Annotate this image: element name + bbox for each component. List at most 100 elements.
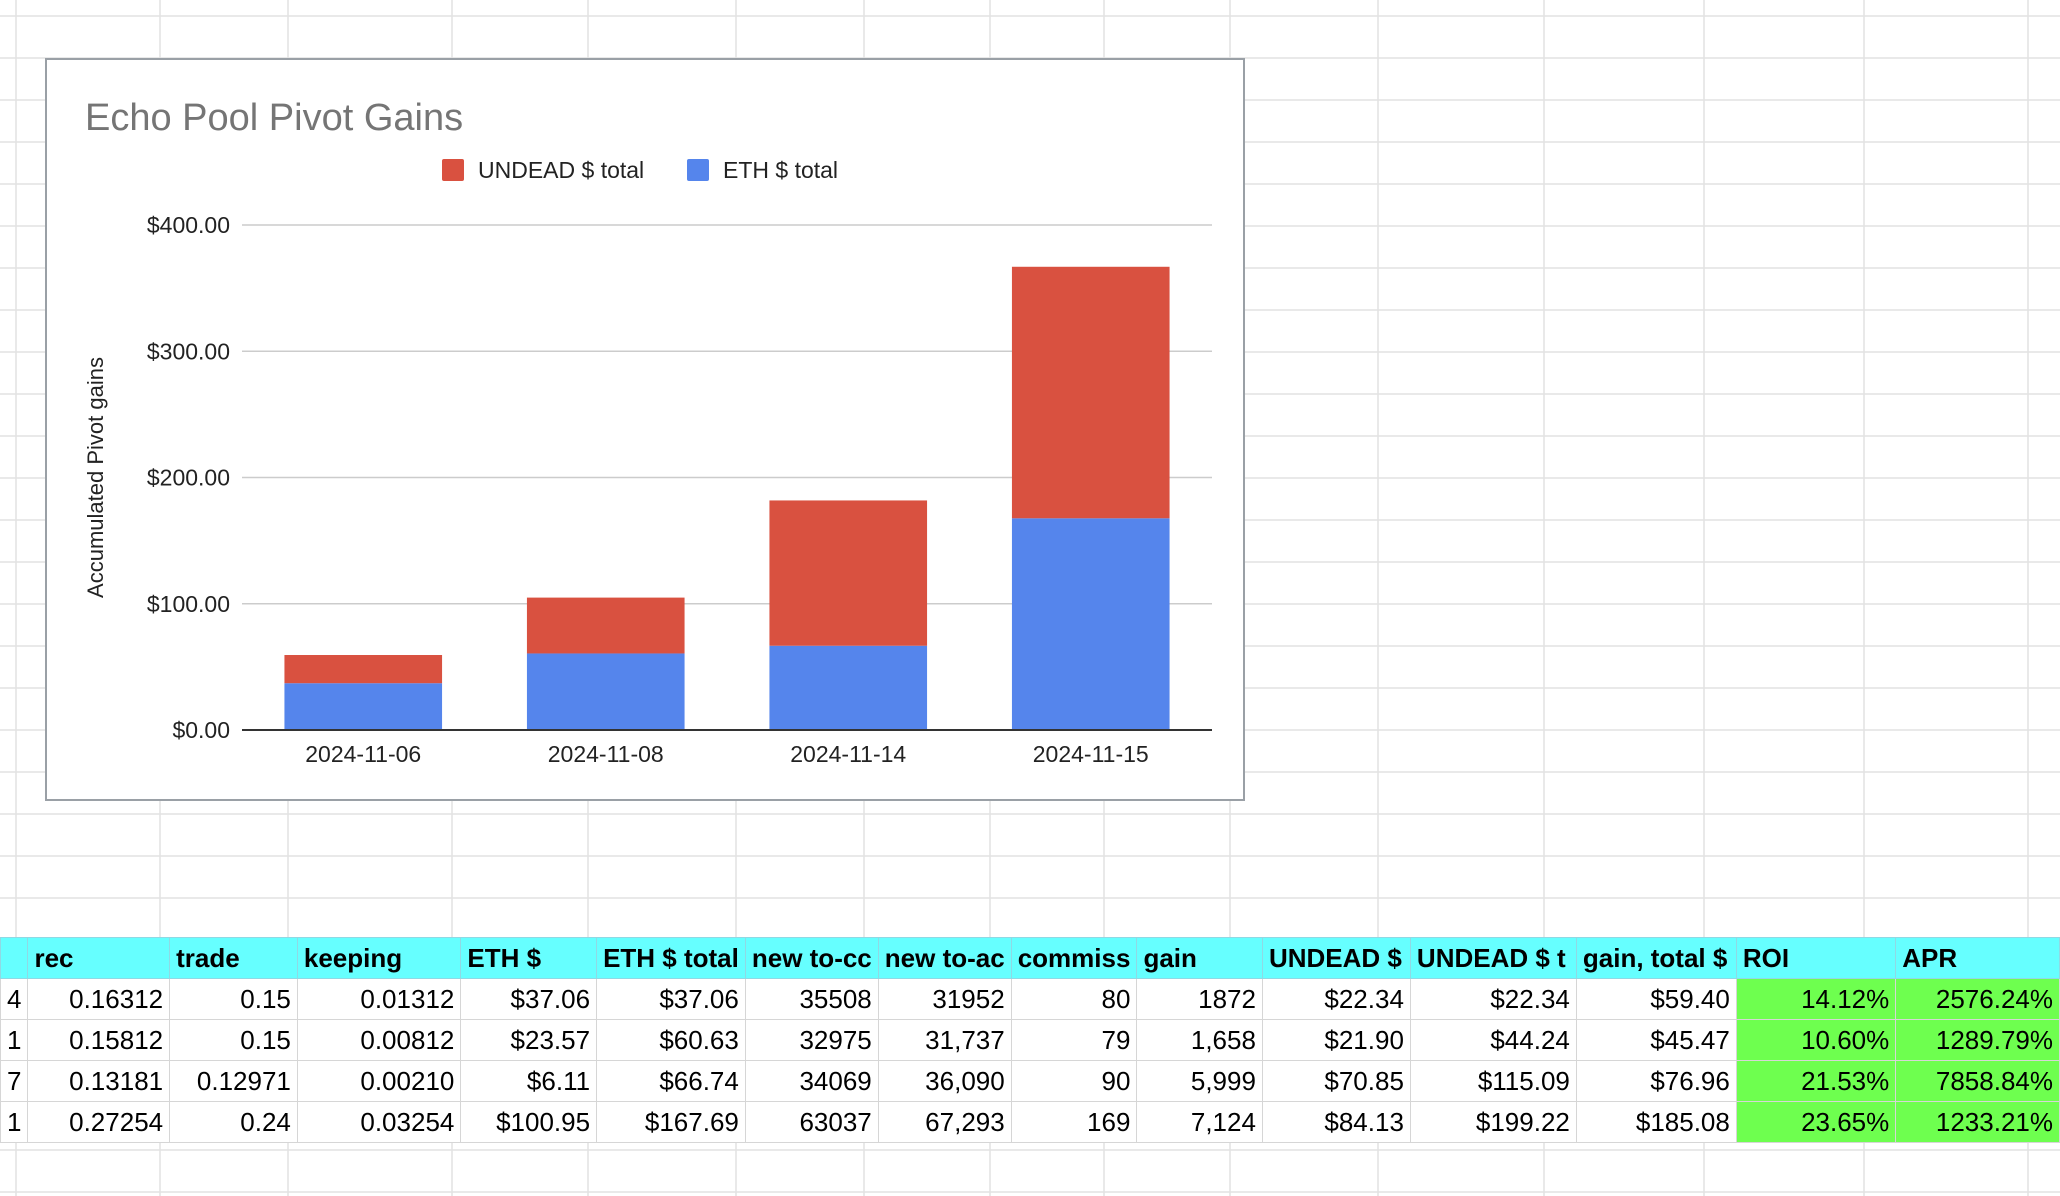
header-cell[interactable]: keeping [296,937,462,979]
table-cell[interactable]: 80 [1010,978,1138,1020]
header-cell[interactable]: ETH $ [460,937,598,979]
apr-cell[interactable]: 7858.84% [1895,1060,2060,1102]
table-cell[interactable]: 35508 [744,978,879,1020]
header-cell[interactable]: UNDEAD $ [1261,937,1411,979]
apr-cell[interactable]: 2576.24% [1895,978,2060,1020]
table-cell[interactable]: $21.90 [1261,1019,1411,1061]
table-cell[interactable]: $199.22 [1409,1101,1577,1143]
table-cell[interactable]: $66.74 [596,1060,746,1102]
table-cell[interactable]: 0.15 [169,978,298,1020]
y-tick-label: $100.00 [147,591,230,617]
table-cell[interactable]: 0.00210 [296,1060,462,1102]
legend-swatch [442,159,464,181]
table-cell[interactable]: 79 [1010,1019,1138,1061]
table-cell[interactable]: $59.40 [1575,978,1737,1020]
bar-segment [1011,518,1170,730]
table-cell[interactable]: 1,658 [1136,1019,1263,1061]
table-cell[interactable]: $185.08 [1575,1101,1737,1143]
bar-segment [769,500,928,646]
table-cell[interactable]: 0.01312 [296,978,462,1020]
table-cell[interactable]: 0.15812 [27,1019,171,1061]
y-tick-label: $400.00 [147,212,230,238]
header-cell[interactable]: commiss [1010,937,1138,979]
table-row: 1 0.15812 0.15 0.00812 $23.57 $60.63 329… [0,1019,2060,1061]
header-cell[interactable]: gain, total $ [1575,937,1737,979]
legend-swatch [687,159,709,181]
apr-cell[interactable]: 1233.21% [1895,1101,2060,1143]
table-cell[interactable]: 7 [0,1060,29,1102]
legend-label: UNDEAD $ total [478,157,644,183]
header-cell[interactable]: ROI [1735,937,1897,979]
bar-segment [526,653,685,730]
table-cell[interactable]: 0.15 [169,1019,298,1061]
roi-cell[interactable]: 14.12% [1735,978,1897,1020]
table-cell[interactable]: $44.24 [1409,1019,1577,1061]
table-cell[interactable]: 169 [1010,1101,1138,1143]
table-cell[interactable]: $84.13 [1261,1101,1411,1143]
table-cell[interactable]: 90 [1010,1060,1138,1102]
table-cell[interactable]: $45.47 [1575,1019,1737,1061]
legend-label: ETH $ total [723,157,838,183]
y-tick-label: $300.00 [147,338,230,364]
header-cell[interactable]: UNDEAD $ t [1409,937,1577,979]
y-tick-label: $200.00 [147,465,230,491]
table-cell[interactable]: $22.34 [1261,978,1411,1020]
header-cell[interactable]: ETH $ total [596,937,746,979]
x-tick-label: 2024-11-15 [1033,741,1149,767]
stacked-bar-chart: Echo Pool Pivot Gains UNDEAD $ total ETH $… [83,97,1212,767]
table-cell[interactable]: 1872 [1136,978,1263,1020]
roi-cell[interactable]: 10.60% [1735,1019,1897,1061]
bar-segment [1011,266,1170,519]
table-cell[interactable]: $37.06 [460,978,598,1020]
table-cell[interactable]: $22.34 [1409,978,1577,1020]
table-cell[interactable]: 0.27254 [27,1101,171,1143]
header-cell[interactable] [0,937,29,979]
table-cell[interactable]: $6.11 [460,1060,598,1102]
roi-cell[interactable]: 21.53% [1735,1060,1897,1102]
y-tick-label: $0.00 [172,717,230,743]
header-cell[interactable]: APR [1895,937,2060,979]
x-tick-label: 2024-11-14 [790,741,906,767]
header-cell[interactable]: new to-cc [744,937,879,979]
table-cell[interactable]: 1 [0,1101,29,1143]
roi-cell[interactable]: 23.65% [1735,1101,1897,1143]
table-row: 4 0.16312 0.15 0.01312 $37.06 $37.06 355… [0,978,2060,1020]
table-cell[interactable]: $23.57 [460,1019,598,1061]
table-cell[interactable]: 63037 [744,1101,879,1143]
table-cell[interactable]: 7,124 [1136,1101,1263,1143]
header-cell[interactable]: new to-ac [877,937,1012,979]
table-cell[interactable]: 0.24 [169,1101,298,1143]
table-cell[interactable]: 5,999 [1136,1060,1263,1102]
table-cell[interactable]: 36,090 [877,1060,1012,1102]
table-cell[interactable]: 34069 [744,1060,879,1102]
x-tick-label: 2024-11-06 [305,741,421,767]
table-cell[interactable]: $100.95 [460,1101,598,1143]
header-cell[interactable]: rec [27,937,171,979]
chart-container[interactable]: Echo Pool Pivot Gains UNDEAD $ total ETH $… [45,58,1245,801]
bar-segment [284,683,443,730]
data-table: rec trade keeping ETH $ ETH $ total new … [0,937,2060,1143]
table-cell[interactable]: 31,737 [877,1019,1012,1061]
table-cell[interactable]: $37.06 [596,978,746,1020]
table-cell[interactable]: 1 [0,1019,29,1061]
table-cell[interactable]: $70.85 [1261,1060,1411,1102]
apr-cell[interactable]: 1289.79% [1895,1019,2060,1061]
header-row: rec trade keeping ETH $ ETH $ total new … [0,937,2060,979]
table-cell[interactable]: $167.69 [596,1101,746,1143]
table-cell[interactable]: 0.12971 [169,1060,298,1102]
header-cell[interactable]: gain [1136,937,1263,979]
table-cell[interactable]: $115.09 [1409,1060,1577,1102]
table-cell[interactable]: 4 [0,978,29,1020]
table-cell[interactable]: 0.03254 [296,1101,462,1143]
table-cell[interactable]: $60.63 [596,1019,746,1061]
table-cell[interactable]: 0.16312 [27,978,171,1020]
bar-segment [284,655,443,684]
chart-title: Echo Pool Pivot Gains [85,97,463,139]
table-cell[interactable]: 0.13181 [27,1060,171,1102]
table-cell[interactable]: $76.96 [1575,1060,1737,1102]
header-cell[interactable]: trade [169,937,298,979]
table-cell[interactable]: 31952 [877,978,1012,1020]
table-cell[interactable]: 67,293 [877,1101,1012,1143]
table-cell[interactable]: 32975 [744,1019,879,1061]
table-cell[interactable]: 0.00812 [296,1019,462,1061]
